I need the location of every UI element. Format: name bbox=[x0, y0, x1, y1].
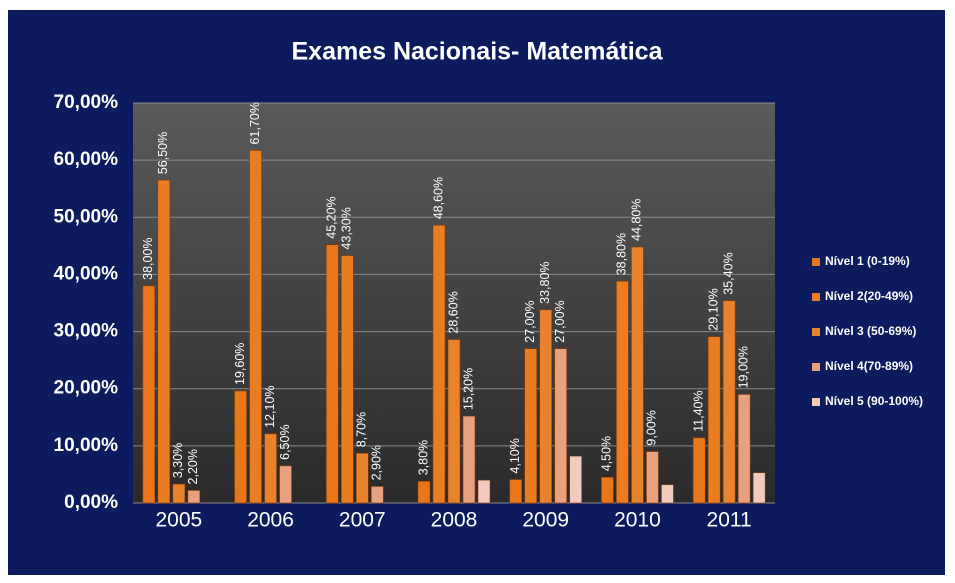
data-label: 4,10% bbox=[508, 438, 522, 473]
bar bbox=[142, 285, 156, 504]
x-tick-label: 2005 bbox=[155, 509, 202, 532]
data-label: 19,60% bbox=[233, 343, 247, 385]
bar bbox=[752, 472, 766, 504]
data-label: 8,70% bbox=[355, 412, 369, 447]
bar bbox=[462, 415, 476, 504]
legend-swatch bbox=[812, 398, 820, 406]
bar bbox=[601, 476, 614, 504]
data-label: 15,20% bbox=[461, 368, 475, 410]
bar bbox=[692, 437, 706, 504]
data-label: 45,20% bbox=[325, 196, 339, 238]
bar bbox=[707, 336, 721, 504]
bar bbox=[355, 452, 369, 504]
data-label: 12,10% bbox=[263, 385, 277, 427]
bar bbox=[172, 483, 186, 504]
data-label: 3,80% bbox=[416, 440, 430, 475]
bar bbox=[249, 150, 262, 504]
y-tick-label: 10,00% bbox=[54, 435, 119, 456]
data-label: 9,00% bbox=[645, 410, 659, 445]
y-tick-label: 40,00% bbox=[54, 263, 119, 284]
bar bbox=[539, 309, 553, 504]
data-label: 3,30% bbox=[171, 443, 185, 478]
x-tick-label: 2011 bbox=[707, 509, 752, 532]
x-tick-label: 2008 bbox=[431, 509, 478, 532]
bar bbox=[554, 348, 568, 504]
x-tick-label: 2006 bbox=[247, 509, 294, 532]
bar bbox=[569, 455, 583, 504]
legend-label: Nível 4(70-89%) bbox=[825, 359, 913, 373]
data-label: 27,00% bbox=[523, 300, 537, 342]
bar bbox=[616, 280, 629, 504]
y-tick-label: 20,00% bbox=[54, 378, 119, 399]
bar bbox=[447, 339, 461, 504]
y-tick-label: 70,00% bbox=[54, 92, 119, 113]
legend-label: Nível 2(20-49%) bbox=[825, 289, 913, 303]
x-tick-label: 2010 bbox=[614, 509, 661, 532]
bar bbox=[187, 490, 201, 504]
data-label: 27,00% bbox=[553, 300, 567, 342]
bar bbox=[279, 465, 292, 504]
y-tick-label: 0,00% bbox=[64, 492, 118, 513]
legend-label: Nível 5 (90-100%) bbox=[825, 394, 923, 408]
chart-title: Exames Nacionais- Matemática bbox=[291, 38, 663, 66]
bar bbox=[340, 255, 354, 504]
bar bbox=[661, 484, 674, 504]
bar bbox=[325, 244, 339, 504]
data-label: 6,50% bbox=[278, 424, 292, 459]
y-tick-label: 60,00% bbox=[54, 149, 119, 170]
bar bbox=[417, 480, 431, 504]
legend-label: Nível 3 (50-69%) bbox=[825, 324, 916, 338]
x-tick-label: 2009 bbox=[522, 509, 569, 532]
bar bbox=[157, 179, 171, 504]
data-label: 38,80% bbox=[615, 233, 629, 275]
data-label: 19,00% bbox=[736, 346, 750, 388]
legend-swatch bbox=[812, 328, 820, 336]
data-label: 48,60% bbox=[431, 177, 445, 219]
data-label: 38,00% bbox=[141, 237, 155, 279]
data-label: 43,30% bbox=[340, 207, 354, 249]
bar bbox=[509, 479, 523, 504]
data-label: 2,20% bbox=[186, 449, 200, 484]
data-label: 29,10% bbox=[706, 288, 720, 330]
legend-swatch bbox=[812, 363, 820, 371]
bar bbox=[477, 479, 491, 504]
data-label: 35,40% bbox=[721, 252, 735, 294]
bar bbox=[524, 348, 538, 504]
bar bbox=[234, 390, 247, 504]
data-label: 33,80% bbox=[538, 261, 552, 303]
bar bbox=[432, 224, 446, 504]
legend-swatch bbox=[812, 293, 820, 301]
legend-swatch bbox=[812, 258, 820, 266]
bar bbox=[370, 486, 384, 504]
bar bbox=[631, 246, 644, 504]
bar bbox=[722, 300, 736, 504]
bar bbox=[737, 394, 751, 504]
y-tick-label: 50,00% bbox=[54, 206, 119, 227]
data-label: 44,80% bbox=[630, 199, 644, 241]
bar bbox=[646, 451, 659, 504]
data-label: 11,40% bbox=[691, 390, 705, 431]
data-label: 2,90% bbox=[370, 445, 384, 480]
data-label: 4,50% bbox=[600, 436, 614, 471]
data-label: 56,50% bbox=[156, 132, 170, 174]
x-tick-label: 2007 bbox=[339, 509, 386, 532]
y-tick-label: 30,00% bbox=[54, 321, 119, 342]
legend-label: Nível 1 (0-19%) bbox=[825, 254, 910, 268]
data-label: 61,70% bbox=[248, 102, 262, 144]
data-label: 28,60% bbox=[446, 291, 460, 333]
bar bbox=[264, 433, 277, 504]
